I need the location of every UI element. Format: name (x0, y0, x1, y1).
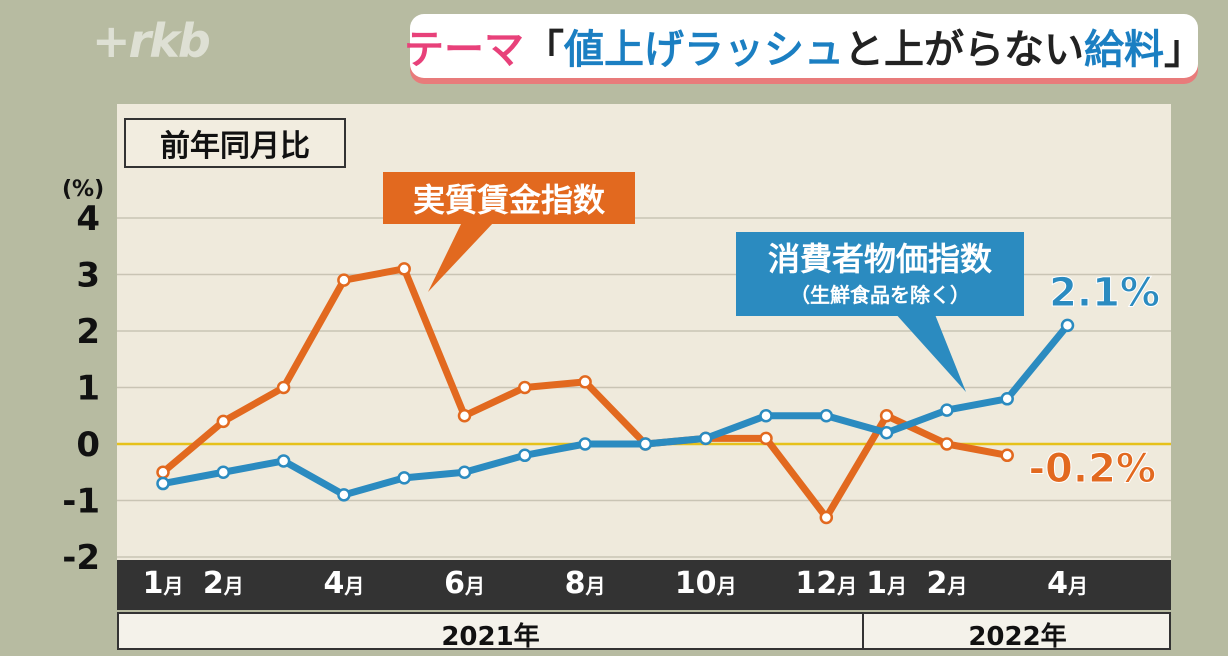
x-tick-number: 10 (674, 566, 717, 601)
wage-point (457, 409, 472, 423)
x-tick-unit: 月 (1067, 574, 1088, 598)
y-tick-label: 2 (76, 312, 100, 352)
x-year-label: 2022年 (968, 622, 1067, 652)
y-tick-label: 4 (76, 199, 100, 239)
x-tick-unit: 月 (585, 574, 606, 598)
wage-last-value-label: -0.2% (1028, 446, 1156, 492)
cpi-callout-box (736, 232, 1024, 316)
x-tick-label: 1月 (143, 566, 184, 601)
x-year-label: 2021年 (441, 622, 540, 652)
x-tick-number: 1 (142, 566, 164, 601)
x-tick-label: 8月 (565, 566, 606, 601)
x-tick-label: 1月 (866, 566, 907, 601)
cpi-series-name: 消費者物価指数 (768, 240, 993, 278)
theme-part2: と上がらない (844, 27, 1084, 73)
x-tick-unit: 月 (464, 574, 485, 598)
wage-callout-box (383, 172, 635, 224)
cpi-point (216, 465, 231, 479)
x-tick-unit: 月 (163, 574, 184, 598)
theme-banner: テーマ 「 値上げラッシュ と上がらない 給料 」 (404, 14, 1204, 78)
x-tick-unit: 月 (947, 574, 968, 598)
rkb-logo: +rkb (92, 14, 211, 68)
cpi-series-line (159, 321, 1071, 499)
y-tick-label: -1 (62, 482, 100, 522)
theme-bracket-close: 」 (1164, 27, 1204, 73)
x-tick-label: 4月 (323, 566, 364, 601)
wage-point (940, 437, 954, 451)
cpi-point (1000, 392, 1014, 406)
x-tick-unit: 月 (344, 574, 365, 598)
wage-point (578, 375, 592, 389)
x-tick-label: 12月 (795, 566, 857, 601)
x-tick-label: 6月 (444, 566, 485, 601)
wage-point (518, 380, 532, 395)
y-axis-unit: (%) (62, 177, 104, 202)
wage-point (819, 510, 834, 525)
wage-callout-pointer (428, 222, 494, 292)
y-tick-label: -2 (62, 538, 100, 578)
theme-part1: 値上げラッシュ (564, 27, 844, 73)
wage-point (879, 409, 894, 423)
cpi-point (457, 465, 472, 479)
cpi-point (578, 437, 592, 451)
cpi-point (879, 425, 894, 440)
cpi-point (819, 409, 834, 423)
cpi-point (1060, 318, 1075, 333)
wage-point (759, 431, 773, 446)
cpi-point (940, 403, 954, 417)
cpi-point (518, 448, 532, 463)
x-tick-label: 4月 (1047, 566, 1088, 601)
x-tick-unit: 月 (837, 574, 858, 598)
x-tick-number: 1 (866, 566, 888, 601)
x-tick-label: 2月 (203, 566, 244, 601)
cpi-point (397, 471, 411, 485)
y-tick-label: 1 (76, 369, 100, 409)
cpi-callout-pointer (894, 312, 966, 392)
wage-point (156, 465, 170, 479)
theme-part3: 給料 (1084, 27, 1164, 73)
wage-point (397, 262, 411, 276)
wage-series-name: 実質賃金指数 (413, 181, 606, 219)
cpi-point (276, 454, 291, 468)
x-tick-number: 2 (926, 566, 948, 601)
x-tick-label: 10月 (675, 566, 737, 601)
wage-point (1000, 448, 1014, 463)
wage-point (337, 273, 351, 287)
x-tick-label: 2月 (926, 566, 967, 601)
wage-point (216, 414, 231, 429)
cpi-point (638, 437, 653, 451)
wage-point (276, 380, 291, 395)
y-tick-label: 0 (76, 425, 100, 465)
x-tick-number: 4 (1047, 566, 1068, 601)
x-axis-month-band: 1月 2月 4月 6月 8月 10月 12月 1月 2月 4月 (117, 560, 1171, 610)
year-divider (862, 614, 864, 648)
x-tick-unit: 月 (887, 574, 908, 598)
cpi-series-subtitle: （生鮮食品を除く） (790, 283, 970, 307)
cpi-last-value-label: 2.1% (1049, 270, 1160, 316)
cpi-point (337, 488, 351, 502)
x-tick-number: 12 (795, 566, 838, 601)
theme-bracket-open: 「 (524, 27, 564, 73)
chart-title: 前年同月比 (124, 118, 346, 168)
x-tick-number: 6 (444, 566, 465, 601)
y-tick-label: 3 (76, 256, 100, 296)
cpi-point (156, 476, 170, 491)
x-tick-number: 2 (202, 566, 224, 601)
x-tick-unit: 月 (223, 574, 244, 598)
x-axis-year-band: 2021年 2022年 (117, 612, 1171, 652)
cpi-point (759, 409, 773, 423)
theme-prefix: テーマ (404, 27, 524, 73)
x-tick-number: 8 (564, 566, 586, 601)
x-tick-number: 4 (323, 566, 345, 601)
x-tick-unit: 月 (716, 574, 737, 598)
cpi-point (698, 431, 713, 446)
plot-background (117, 104, 1171, 560)
